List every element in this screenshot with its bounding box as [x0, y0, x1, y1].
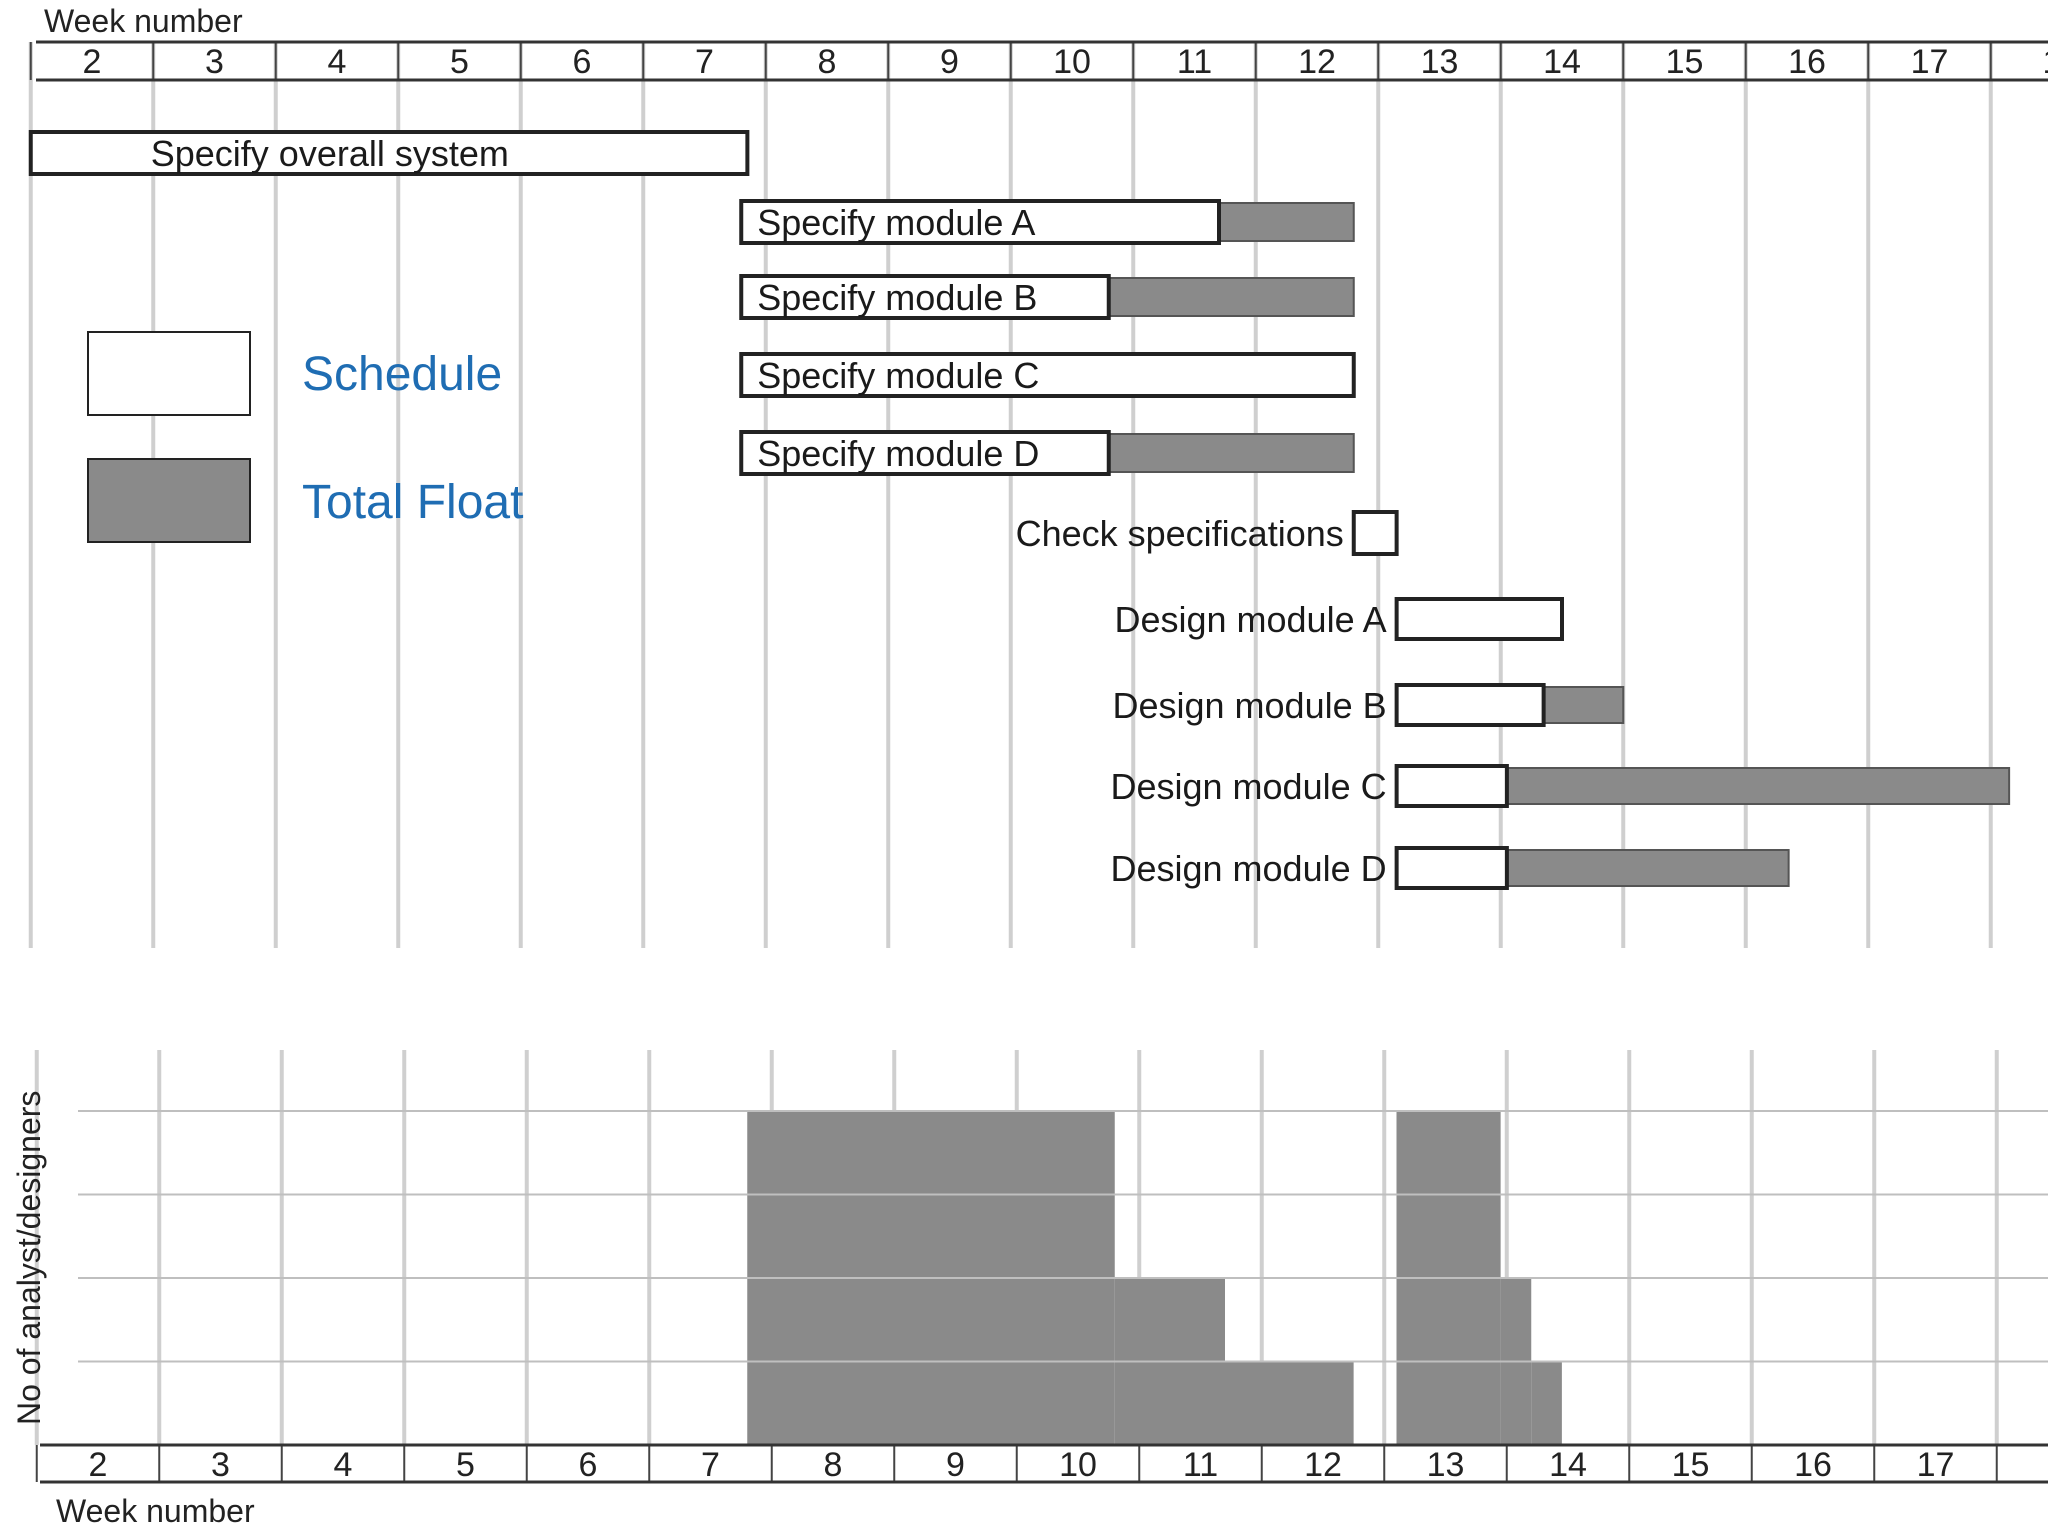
bottom-tick-label: 3 — [211, 1446, 230, 1484]
top-tick-label: 7 — [695, 43, 714, 81]
top-tick-label: 5 — [450, 43, 469, 81]
task-label: Design module D — [1110, 848, 1386, 889]
top-tick-label: 3 — [205, 43, 224, 81]
schedule-bar — [739, 199, 1221, 245]
total-float-bar — [1542, 686, 1625, 724]
resource-block — [1225, 1361, 1354, 1445]
total-float-bar — [1107, 433, 1355, 473]
top-tick-label: 4 — [328, 43, 347, 81]
bottom-tick-label: 9 — [946, 1446, 965, 1484]
total-float-bar — [1505, 767, 2011, 805]
bottom-tick-label: 11 — [1183, 1446, 1218, 1484]
task-label: Specify module A — [757, 202, 1035, 243]
schedule-bar — [739, 430, 1111, 476]
top-tick-label: 11 — [1177, 43, 1212, 81]
bottom-tick-label: 10 — [1059, 1446, 1097, 1484]
task-row: Design module C — [1110, 764, 2011, 808]
bottom-tick-label: 17 — [1917, 1446, 1955, 1484]
legend-label-schedule: Schedule — [302, 348, 502, 401]
task-row: Specify module A — [739, 199, 1355, 245]
bottom-tick-label: 7 — [701, 1446, 720, 1484]
bottom-horizontal-gridlines — [78, 1110, 2048, 1363]
task-row: Specify overall system — [28, 130, 750, 176]
task-label: Design module B — [1112, 685, 1386, 726]
task-label: Specify module C — [757, 355, 1039, 396]
task-row: Check specifications — [1016, 510, 1399, 556]
total-float-bar — [1505, 849, 1790, 887]
top-tick-label: 14 — [1543, 43, 1581, 81]
task-row: Design module D — [1110, 846, 1790, 890]
task-label: Specify module D — [757, 433, 1039, 474]
top-tick-label: 6 — [573, 43, 592, 81]
task-row: Specify module B — [739, 274, 1355, 320]
schedule-bar — [28, 130, 750, 176]
schedule-bar — [1394, 597, 1564, 641]
total-float-bar — [1218, 202, 1355, 242]
task-label: Specify overall system — [151, 133, 509, 174]
top-axis — [29, 40, 2048, 82]
top-tick-label: 17 — [1911, 43, 1949, 81]
top-tick-label: 10 — [1053, 43, 1091, 81]
bottom-axis — [35, 1443, 2048, 1484]
legend: Schedule Total Float — [87, 331, 523, 543]
schedule-bar — [1394, 683, 1546, 727]
task-row: Design module B — [1112, 683, 1625, 727]
task-row: Design module A — [1114, 597, 1564, 641]
bottom-tick-label: 16 — [1794, 1446, 1832, 1484]
y-axis-label: No of analyst/designers — [11, 1091, 47, 1425]
top-tick-label: 13 — [1421, 43, 1459, 81]
bottom-tick-label: 12 — [1304, 1446, 1342, 1484]
bottom-tick-labels: 2345678910111213141516171 — [89, 1446, 1955, 1484]
task-label: Design module C — [1110, 766, 1386, 807]
task-label: Design module A — [1114, 599, 1386, 640]
schedule-bar — [1351, 510, 1399, 556]
resource-histogram: 2345678910111213141516171 No of analyst/… — [11, 1050, 2048, 1529]
gantt-chart: Week number 2 3 4 5 6 7 8 9 10 11 12 13 14 15 16 17 1 Sp… — [28, 3, 2048, 948]
top-tick-label: 1 — [2043, 43, 2048, 81]
top-tick-label: 8 — [818, 43, 837, 81]
schedule-bar — [739, 352, 1356, 398]
bottom-tick-label: 6 — [579, 1446, 598, 1484]
legend-label-total-float: Total Float — [302, 476, 523, 529]
top-tick-label: 2 — [83, 43, 102, 81]
bottom-tick-label: 4 — [334, 1446, 353, 1484]
task-row: Specify module D — [739, 430, 1355, 476]
top-tick-label: 9 — [940, 43, 959, 81]
bottom-tick-label: 8 — [824, 1446, 843, 1484]
task-label: Specify module B — [757, 277, 1037, 318]
top-axis-title: Week number — [44, 3, 243, 39]
top-tick-label: 16 — [1788, 43, 1826, 81]
schedule-bar — [1394, 846, 1509, 890]
top-tick-label: 15 — [1666, 43, 1704, 81]
legend-swatch-total-float — [87, 458, 251, 543]
task-label: Check specifications — [1016, 513, 1344, 554]
top-tick-label: 12 — [1298, 43, 1336, 81]
schedule-bar — [1394, 764, 1509, 808]
bottom-tick-label: 2 — [89, 1446, 108, 1484]
resource-block — [1531, 1361, 1562, 1445]
bottom-tick-label: 15 — [1672, 1446, 1710, 1484]
bottom-tick-label: 13 — [1427, 1446, 1465, 1484]
bottom-axis-title: Week number — [56, 1493, 255, 1529]
task-bars: Specify overall system Specify module A Sp… — [28, 130, 2011, 890]
bottom-tick-label: 5 — [456, 1446, 475, 1484]
top-tick-labels: 2 3 4 5 6 7 8 9 10 11 12 13 14 15 16 17 1 — [83, 43, 2048, 81]
task-row: Specify module C — [739, 352, 1356, 398]
bottom-tick-label: 14 — [1549, 1446, 1587, 1484]
schedule-bar — [739, 274, 1111, 320]
legend-swatch-schedule — [87, 331, 251, 416]
total-float-bar — [1107, 277, 1355, 317]
